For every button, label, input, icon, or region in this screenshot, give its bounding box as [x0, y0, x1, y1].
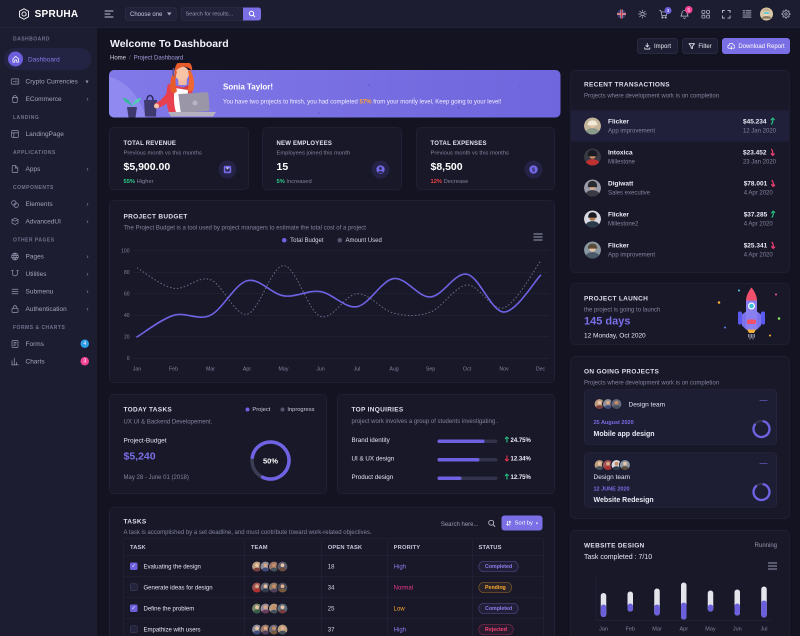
- svg-text:Mar: Mar: [206, 367, 215, 373]
- svg-text:Apr: Apr: [679, 627, 688, 633]
- svg-text:20: 20: [124, 335, 130, 341]
- svg-text:Feb: Feb: [169, 367, 178, 373]
- svg-text:May: May: [705, 627, 716, 633]
- svg-text:Dec: Dec: [536, 367, 546, 373]
- svg-text:Sep: Sep: [426, 367, 435, 373]
- svg-text:100: 100: [121, 249, 130, 255]
- svg-text:Feb: Feb: [626, 627, 635, 633]
- svg-text:50%: 50%: [263, 457, 278, 466]
- svg-text:$: $: [532, 168, 536, 174]
- svg-text:Jan: Jan: [599, 627, 608, 633]
- svg-text:Mar: Mar: [652, 627, 662, 633]
- svg-text:Jul: Jul: [760, 627, 767, 633]
- svg-text:80: 80: [124, 270, 130, 276]
- svg-text:May: May: [279, 367, 289, 373]
- svg-text:60: 60: [124, 292, 130, 298]
- svg-text:Jun: Jun: [316, 367, 325, 373]
- svg-text:0: 0: [127, 356, 130, 362]
- svg-text:Oct: Oct: [463, 367, 472, 373]
- svg-text:40: 40: [124, 313, 130, 319]
- svg-text:Jan: Jan: [133, 367, 142, 373]
- svg-text:Aug: Aug: [389, 367, 398, 373]
- svg-text:Jun: Jun: [733, 627, 742, 633]
- svg-text:Jul: Jul: [354, 367, 361, 373]
- svg-text:Nov: Nov: [499, 367, 509, 373]
- svg-text:Apr: Apr: [243, 367, 251, 373]
